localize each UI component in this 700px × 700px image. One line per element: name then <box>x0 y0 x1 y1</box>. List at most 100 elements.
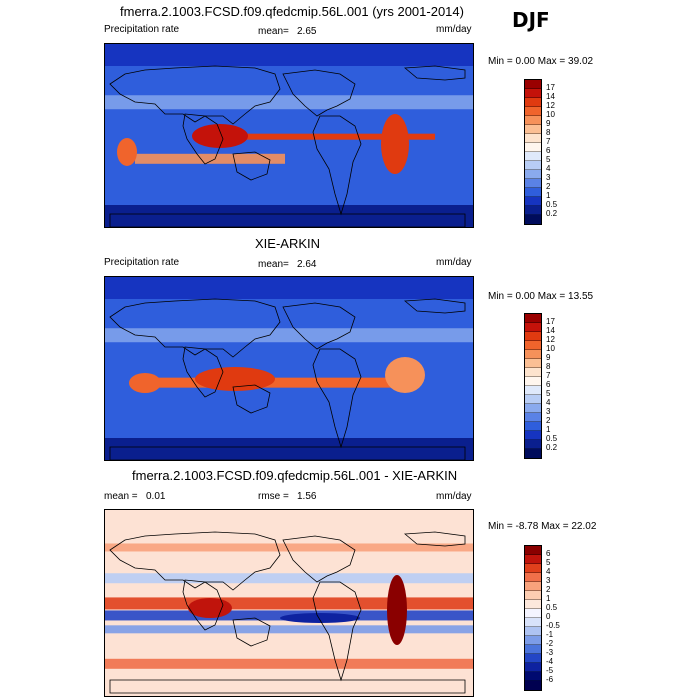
panel3-rmse-value: 1.56 <box>297 491 317 502</box>
season-label: DJF <box>512 8 550 32</box>
map-anomaly-coldspot <box>280 613 360 623</box>
map-coastline <box>312 115 362 216</box>
colorbar-swatch <box>525 449 541 458</box>
colorbar-swatch <box>525 350 541 359</box>
colorbar-tick-label: 4 <box>546 398 551 407</box>
colorbar-swatch <box>525 161 541 170</box>
map-anomaly-band <box>105 658 473 669</box>
map-coastline <box>282 69 356 117</box>
colorbar-tick-label: 5 <box>546 558 551 567</box>
colorbar-tick-label: -0.5 <box>546 621 560 630</box>
colorbar-swatch <box>525 368 541 377</box>
panel1-mean-value: 2.65 <box>297 26 317 37</box>
colorbar-swatch <box>525 573 541 582</box>
map-coastline <box>109 65 281 125</box>
colorbar-swatch <box>525 681 541 690</box>
panel2-mean-value: 2.64 <box>297 259 317 270</box>
map-coastline <box>109 213 466 227</box>
colorbar-swatch <box>525 386 541 395</box>
panel1-map-field <box>105 44 473 227</box>
colorbar-tick-label: 9 <box>546 119 551 128</box>
panel2-minmax: Min = 0.00 Max = 13.55 <box>488 291 594 302</box>
map-coastline <box>282 302 356 350</box>
panel2-colorbar <box>524 313 542 459</box>
colorbar-swatch <box>525 179 541 188</box>
colorbar-swatch <box>525 672 541 681</box>
colorbar-tick-label: 10 <box>546 344 555 353</box>
colorbar-swatch <box>525 152 541 161</box>
map-itcz-band <box>145 377 415 388</box>
map-anomaly-band <box>105 625 473 634</box>
colorbar-tick-label: 6 <box>546 380 551 389</box>
map-coastline <box>182 579 224 631</box>
colorbar-swatch <box>525 555 541 564</box>
map-coastline <box>109 446 466 460</box>
map-coastline <box>282 535 356 583</box>
map-spcz-band <box>135 153 285 164</box>
colorbar-tick-label: 4 <box>546 164 551 173</box>
panel1-colorbar <box>524 79 542 225</box>
colorbar-tick-label: -4 <box>546 657 554 666</box>
colorbar-tick-label: 3 <box>546 576 551 585</box>
colorbar-tick-label: 0.5 <box>546 603 558 612</box>
map-coastline <box>403 65 466 81</box>
colorbar-swatch <box>525 654 541 663</box>
panel1-variable-label: Precipitation rate <box>104 24 180 35</box>
colorbar-tick-label: 7 <box>546 137 551 146</box>
colorbar-tick-label: 3 <box>546 173 551 182</box>
colorbar-swatch <box>525 89 541 98</box>
colorbar-tick-label: 0.2 <box>546 443 558 452</box>
colorbar-tick-label: 14 <box>546 92 555 101</box>
map-coastline <box>232 384 271 414</box>
colorbar-tick-label: 14 <box>546 326 555 335</box>
map-precip-maximum <box>195 367 275 391</box>
panel3-mean-label: mean = <box>104 491 138 502</box>
map-anomaly-hotspot <box>188 598 232 618</box>
map-anomaly-band <box>105 573 473 584</box>
colorbar-tick-label: 12 <box>546 101 555 110</box>
colorbar-tick-label: 10 <box>546 110 555 119</box>
colorbar-swatch <box>525 636 541 645</box>
panel2-variable-label: Precipitation rate <box>104 257 180 268</box>
colorbar-tick-label: 8 <box>546 362 551 371</box>
colorbar-swatch <box>525 404 541 413</box>
colorbar-tick-label: 17 <box>546 317 555 326</box>
colorbar-tick-label: 12 <box>546 335 555 344</box>
map-anomaly-band <box>105 543 473 552</box>
colorbar-tick-label: 2 <box>546 585 551 594</box>
map-precip-maximum <box>385 357 425 393</box>
colorbar-tick-label: 2 <box>546 416 551 425</box>
colorbar-swatch <box>525 359 541 368</box>
map-precip-maximum <box>381 114 409 174</box>
panel3-colorbar <box>524 545 542 691</box>
map-coastline <box>403 531 466 547</box>
colorbar-tick-label: 1 <box>546 594 551 603</box>
map-anomaly-hotspot <box>387 575 407 645</box>
colorbar-swatch <box>525 431 541 440</box>
colorbar-tick-label: 0 <box>546 612 551 621</box>
colorbar-tick-label: 17 <box>546 83 555 92</box>
panel1-map <box>104 43 474 228</box>
panel2-title: XIE-ARKIN <box>255 236 321 251</box>
map-coastline <box>312 581 362 682</box>
map-itcz-band <box>215 133 435 140</box>
panel3-map <box>104 509 474 697</box>
colorbar-swatch <box>525 440 541 449</box>
colorbar-swatch <box>525 377 541 386</box>
colorbar-swatch <box>525 609 541 618</box>
colorbar-tick-label: 4 <box>546 567 551 576</box>
colorbar-tick-label: -6 <box>546 675 554 684</box>
colorbar-tick-label: -1 <box>546 630 554 639</box>
panel3-title: fmerra.2.1003.FCSD.f09.qfedcmip.56L.001 … <box>132 468 458 483</box>
colorbar-tick-label: 5 <box>546 155 551 164</box>
colorbar-tick-label: 9 <box>546 353 551 362</box>
colorbar-tick-label: 5 <box>546 389 551 398</box>
colorbar-swatch <box>525 197 541 206</box>
colorbar-swatch <box>525 116 541 125</box>
colorbar-swatch <box>525 618 541 627</box>
colorbar-swatch <box>525 215 541 224</box>
colorbar-swatch <box>525 600 541 609</box>
map-precip-maximum <box>192 124 248 148</box>
panel3-mean-value: 0.01 <box>146 491 166 502</box>
colorbar-swatch <box>525 134 541 143</box>
